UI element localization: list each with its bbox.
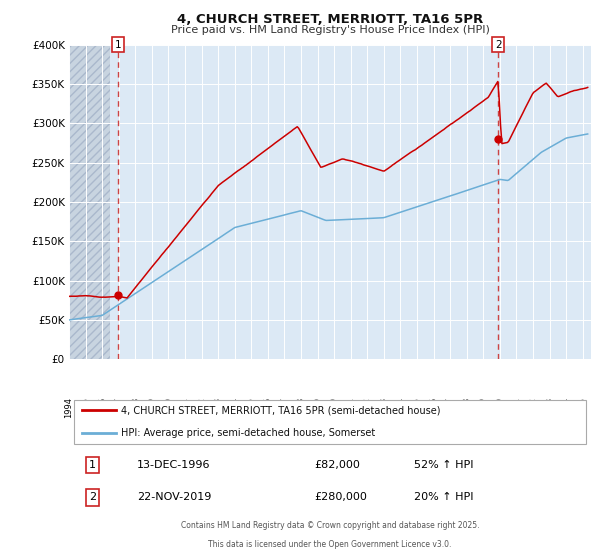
Bar (69, 45, 110, 359)
Bar (69, 45, 110, 359)
Text: 2: 2 (89, 492, 96, 502)
Text: 52% ↑ HPI: 52% ↑ HPI (413, 460, 473, 470)
Text: Price paid vs. HM Land Registry's House Price Index (HPI): Price paid vs. HM Land Registry's House … (170, 25, 490, 35)
Text: £82,000: £82,000 (314, 460, 360, 470)
Text: 1: 1 (89, 460, 96, 470)
Text: This data is licensed under the Open Government Licence v3.0.: This data is licensed under the Open Gov… (208, 540, 452, 549)
Text: 22-NOV-2019: 22-NOV-2019 (137, 492, 211, 502)
Text: HPI: Average price, semi-detached house, Somerset: HPI: Average price, semi-detached house,… (121, 428, 376, 438)
FancyBboxPatch shape (74, 400, 586, 444)
Text: £280,000: £280,000 (314, 492, 367, 502)
Text: 13-DEC-1996: 13-DEC-1996 (137, 460, 211, 470)
Text: 2: 2 (495, 40, 502, 50)
Text: 4, CHURCH STREET, MERRIOTT, TA16 5PR (semi-detached house): 4, CHURCH STREET, MERRIOTT, TA16 5PR (se… (121, 405, 440, 416)
Text: Contains HM Land Registry data © Crown copyright and database right 2025.: Contains HM Land Registry data © Crown c… (181, 521, 479, 530)
Text: 1: 1 (115, 40, 121, 50)
Text: 20% ↑ HPI: 20% ↑ HPI (413, 492, 473, 502)
Text: 4, CHURCH STREET, MERRIOTT, TA16 5PR: 4, CHURCH STREET, MERRIOTT, TA16 5PR (177, 13, 483, 26)
